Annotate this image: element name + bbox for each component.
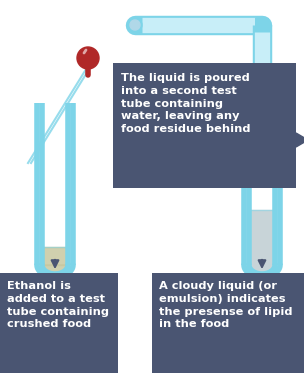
Polygon shape (43, 247, 67, 265)
Polygon shape (250, 265, 275, 273)
FancyBboxPatch shape (0, 273, 118, 373)
FancyBboxPatch shape (113, 63, 296, 188)
Polygon shape (250, 210, 274, 265)
FancyBboxPatch shape (152, 273, 304, 373)
Text: Ethanol is
added to a test
tube containing
crushed food: Ethanol is added to a test tube containi… (7, 281, 109, 329)
Polygon shape (43, 103, 67, 265)
Polygon shape (250, 265, 274, 273)
FancyBboxPatch shape (255, 18, 269, 32)
Polygon shape (296, 133, 304, 147)
Polygon shape (43, 265, 67, 273)
Circle shape (128, 18, 142, 32)
Text: The liquid is poured
into a second test
tube containing
water, leaving any
food : The liquid is poured into a second test … (121, 73, 250, 134)
Polygon shape (250, 103, 275, 265)
Circle shape (77, 47, 99, 69)
Text: A cloudy liquid (or
emulsion) indicates
the presense of lipid
in the food: A cloudy liquid (or emulsion) indicates … (159, 281, 292, 329)
Polygon shape (43, 265, 67, 273)
Circle shape (130, 20, 140, 30)
